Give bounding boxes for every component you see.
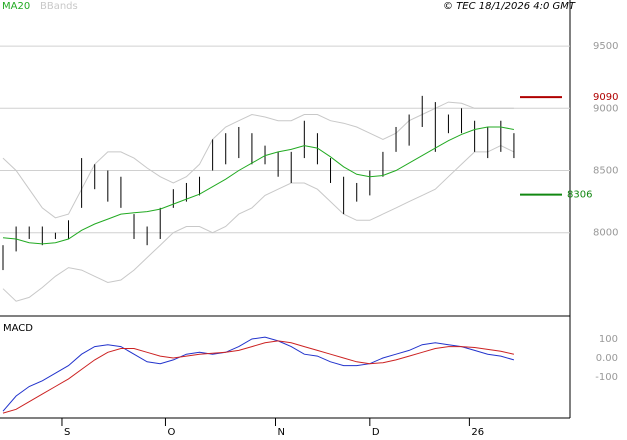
price-marker-label: 8306 (567, 190, 592, 201)
y-tick-label: 0.00 (596, 353, 618, 364)
x-tick-label: N (278, 427, 285, 438)
x-tick-label: O (167, 427, 175, 438)
y-tick-label: 100 (599, 334, 618, 345)
x-tick-label: 26 (471, 427, 484, 438)
x-tick-label: D (372, 427, 380, 438)
macd-line (2, 340, 515, 414)
y-tick-label: 8000 (593, 228, 618, 239)
legend-ma20: MA20 (2, 1, 30, 12)
y-tick-label: -100 (595, 372, 618, 383)
y-tick-label: 9500 (593, 41, 618, 52)
x-tick-label: S (64, 427, 70, 438)
y-tick-label: 8500 (593, 166, 618, 177)
bband-lower (2, 145, 515, 302)
copyright: © TEC 18/1/2026 4:0 GMT (443, 1, 576, 12)
legend-bbands: BBands (40, 1, 78, 12)
ma20-line (2, 126, 514, 245)
y-tick-label: 9000 (593, 103, 618, 114)
macd-line (2, 336, 515, 412)
macd-title: MACD (3, 323, 33, 334)
bband-upper (2, 101, 514, 219)
price-marker-label: 9090 (593, 92, 618, 103)
